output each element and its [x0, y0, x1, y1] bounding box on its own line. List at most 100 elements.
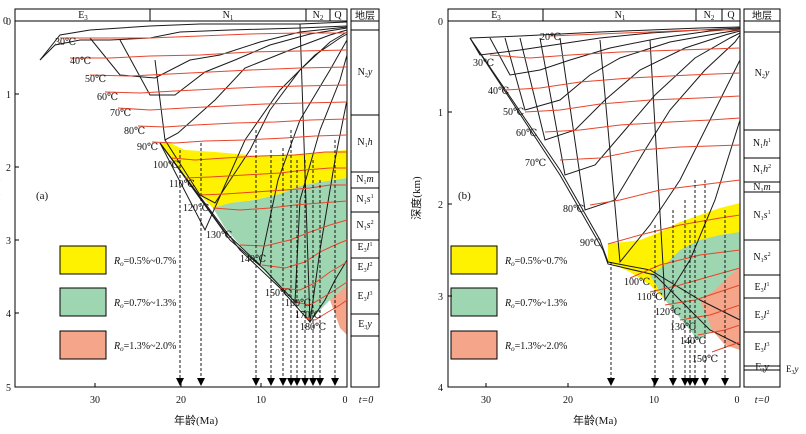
panel-b-legend-0: Ro=0.5%~0.7%: [504, 256, 567, 268]
legend-a-swatch-3: [59, 330, 107, 360]
panel-b-xlabel: 年龄(Ma): [573, 413, 617, 427]
panel-b-isotherm-0: 20℃: [540, 32, 561, 43]
panel-b-isotherm-12: 140℃: [680, 336, 706, 347]
panel-b-isotherm-9: 110℃: [637, 292, 663, 303]
panel-b-xtick-2: 10: [649, 395, 659, 406]
panel-a-legend-2: Ro=1.3%~2.0%: [113, 341, 176, 353]
legend-b-swatch-3: [450, 330, 498, 360]
legend-a-swatch-1: [59, 245, 107, 275]
panel-a-isotherm-8: 110℃: [169, 179, 195, 190]
panel-b-stratum-1: N1h1: [753, 138, 771, 150]
panel-b-stratum-9: E3y: [755, 362, 769, 374]
panel-a-period-bar: [14, 8, 348, 22]
panel-a-period-1: N1: [223, 10, 234, 22]
panel-a-isotherm-13: 160℃: [285, 298, 311, 309]
panel-a-ytick: 0: [3, 16, 8, 27]
text-layer: (a) E3 N1 N2 Q 地层 N2y N1h N1m N1s1 N1s2 E3l1 E3l2 E3l…: [0, 9, 799, 427]
panel-b-ylabel: 深度(km): [409, 176, 423, 220]
panel-b-period-3: Q: [727, 10, 735, 21]
zone-ro-07-13: [213, 178, 347, 322]
panel-a-stratum-2: N1m: [356, 174, 373, 186]
legend-b-swatch-1: [450, 245, 498, 275]
panel-b-strata-column: [743, 8, 781, 388]
panel-a-ytick-5: 5: [6, 383, 11, 394]
panel-b-stratum-2: N1h2: [753, 164, 771, 176]
panel-b-period-bar: [447, 8, 741, 22]
panel-b-ytick-1: 1: [438, 108, 443, 119]
panel-a-isotherm-0: 30℃: [55, 37, 76, 48]
panel-a-isotherm-6: 90℃: [137, 142, 158, 153]
panel-a-ytick-3: 3: [6, 236, 11, 247]
panel-a-ytick-0: 0: [6, 17, 11, 28]
legend-a-swatch-2: [59, 287, 107, 317]
panel-b-isotherm-8: 100℃: [624, 277, 650, 288]
panel-b-xtick-0: 30: [481, 395, 491, 406]
panel-b-isotherm-7: 90℃: [580, 238, 601, 249]
panel-a-stratum-8: E3y: [358, 319, 372, 331]
panel-b-isotherm-5: 70℃: [525, 158, 546, 169]
panel-a-tag: (a): [36, 190, 49, 202]
panel-a-stratum-0: N2y: [358, 67, 373, 79]
panel-b-dashed-arrows: [610, 180, 726, 380]
panel-a-stratum-6: E3l2: [358, 262, 373, 274]
panel-b-isotherm-10: 120℃: [655, 307, 681, 318]
panel-a-ytick-1: 1: [6, 90, 11, 101]
panel-a-xtick-3: 0: [343, 395, 348, 406]
panel-a-isotherm-1: 40℃: [70, 56, 91, 67]
panel-b-isotherms: [489, 29, 741, 353]
panel-a-period-3: Q: [334, 10, 342, 21]
panel-b-period-1: N1: [615, 10, 626, 22]
panel-a-ylabel: 深度(km): [0, 176, 1, 220]
panel-b-isotherm-6: 80℃: [563, 204, 584, 215]
panel-a-isotherm-11: 140℃: [240, 254, 266, 265]
panel-a-xlabel: 年龄(Ma): [174, 413, 218, 427]
zone-ro-05-07: [608, 203, 740, 300]
panel-a-period-0: E3: [78, 10, 88, 22]
panel-a-xtick-0: 30: [90, 395, 100, 406]
panel-a-stratum-1: N1h: [357, 137, 372, 149]
panel-a-isotherm-9: 120℃: [183, 203, 209, 214]
panel-a-period-2: N2: [313, 10, 324, 22]
panel-b-stratum-8: E3l3: [755, 342, 770, 354]
panel-b-isotherm-11: 130℃: [670, 322, 696, 333]
panel-b-isotherm-4: 60℃: [516, 128, 537, 139]
panel-a: [14, 8, 380, 388]
panel-b-burial-curves: [469, 26, 741, 346]
panel-a-isotherm-5: 80℃: [124, 126, 145, 137]
panel-a-isotherm-4: 70℃: [110, 108, 131, 119]
panel-a-t0: t=0: [359, 395, 374, 406]
panel-b-stratum-3: N1m: [753, 182, 770, 194]
panel-b-stratum-side: E3y: [786, 364, 799, 376]
panel-b-stratum-6: E3l1: [755, 282, 770, 294]
panel-b-period-0: E3: [491, 10, 501, 22]
panel-b-stratum-4: N1s1: [753, 210, 770, 222]
panel-b-isotherm-1: 30℃: [473, 58, 494, 69]
panel-a-ytick-4: 4: [6, 309, 11, 320]
panel-a-strata-header: 地层: [355, 9, 375, 22]
legend-b-swatch-2: [450, 287, 498, 317]
panel-b-stratum-7: E3l2: [755, 310, 770, 322]
panel-a-dashed-arrows: [179, 130, 336, 380]
panel-b-strata-header: 地层: [752, 9, 772, 22]
panel-a-xtick-1: 20: [176, 395, 186, 406]
panel-b-xtick-3: 0: [735, 395, 740, 406]
zone-ro-13-20: [330, 285, 347, 335]
panel-b-ytick-2: 2: [438, 200, 443, 211]
panel-b-isotherm-3: 50℃: [503, 107, 524, 118]
panel-b-ytick-0: 0: [438, 17, 443, 28]
panel-b-ytick-3: 3: [438, 292, 443, 303]
panel-b-t0: t=0: [755, 395, 770, 406]
panel-a-stratum-7: E3l3: [358, 291, 373, 303]
panel-a-stratum-4: N1s2: [356, 220, 373, 232]
panel-a-ytick-2: 2: [6, 163, 11, 174]
panel-b-tag: (b): [458, 190, 471, 202]
panel-a-xtick-2: 10: [256, 395, 266, 406]
panel-a-isotherm-15: 180℃: [300, 322, 326, 333]
panel-a-isotherm-12: 150℃: [265, 288, 291, 299]
panel-b-legend-1: Ro=0.7%~1.3%: [504, 298, 567, 310]
panel-b-period-2: N2: [704, 10, 715, 22]
panel-b-ytick-4: 4: [438, 383, 443, 394]
panel-a-stratum-3: N1s1: [356, 194, 373, 206]
panel-a-legend-1: Ro=0.7%~1.3%: [113, 298, 176, 310]
panel-b-stratum-5: N1s2: [753, 252, 770, 264]
